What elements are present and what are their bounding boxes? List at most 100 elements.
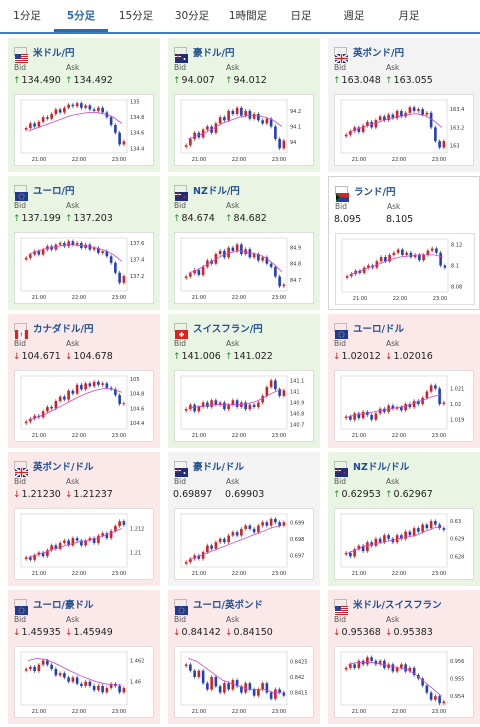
ask-label: Ask	[66, 63, 80, 72]
price-chart[interactable]: 135 134.8 134.6 134.4 21:00 22:00 23:00	[14, 94, 154, 166]
bid-label: Bid	[174, 615, 186, 624]
candle	[201, 552, 205, 559]
x-tick-label: 23:00	[272, 709, 286, 715]
pair-name-link[interactable]: ランド/円	[354, 186, 396, 198]
tab-monthly[interactable]: 月足	[398, 10, 420, 22]
ask-price: 8.105	[386, 214, 414, 225]
candle	[396, 249, 400, 253]
candle	[383, 660, 386, 668]
pair-name-link[interactable]: 豪ドル/円	[193, 47, 235, 59]
candle	[46, 117, 49, 119]
currency-card[interactable]: 米ドル/スイスフラン Bid ↓0.95368 Ask ↓0.95383 0.956 0.9…	[328, 590, 480, 724]
pair-name-link[interactable]: ユーロ/英ポンド	[193, 599, 263, 611]
tab-weekly[interactable]: 週足	[343, 10, 365, 22]
candle	[63, 540, 66, 543]
pair-name-link[interactable]: 英ポンド/円	[353, 47, 404, 59]
price-chart[interactable]: 105 104.8 104.6 104.4 21:00 22:00 23:00	[14, 370, 154, 442]
pair-name-link[interactable]: 米ドル/スイスフラン	[353, 599, 442, 611]
price-chart[interactable]: 1.462 1.46 21:00 22:00 23:00	[14, 646, 154, 718]
price-chart[interactable]: 0.63 0.629 0.628 21:00 22:00 23:00	[334, 508, 474, 580]
pair-name-link[interactable]: NZドル/ドル	[353, 461, 410, 473]
candle	[97, 535, 100, 543]
candle	[400, 110, 403, 117]
price-chart[interactable]: 1.212 1.21 21:00 22:00 23:00	[14, 508, 154, 580]
candle	[278, 522, 281, 526]
card-header: スイスフラン/円	[174, 321, 263, 339]
bid-value: 8.095	[334, 214, 361, 225]
price-chart[interactable]: 137.6 137.4 137.2 21:00 22:00 23:00	[14, 232, 154, 304]
plot-frame	[180, 513, 288, 568]
candle	[387, 664, 390, 668]
price-chart[interactable]: 94.2 94.1 94 21:00 22:00 23:00	[174, 94, 314, 166]
y-tick-label: 134.4	[130, 146, 144, 152]
price-chart[interactable]: 0.699 0.698 0.697 21:00 22:00 23:00	[174, 508, 314, 580]
x-tick-label: 22:00	[72, 571, 86, 577]
y-tick-label: 0.8425	[290, 659, 308, 665]
pair-name-link[interactable]: NZドル/円	[193, 185, 240, 197]
currency-card[interactable]: スイスフラン/円 Bid ↑141.006 Ask ↑141.022 141.1 141 14…	[168, 314, 320, 448]
card-header: ユーロ/ドル	[334, 321, 404, 339]
currency-card[interactable]: カナダドル/円 Bid ↓104.671 Ask ↓104.678 105 104.8 104…	[8, 314, 160, 448]
price-chart[interactable]: 8.12 8.1 8.08 21:00 22:00 23:00	[335, 233, 475, 305]
x-tick-label: 23:00	[112, 157, 126, 163]
pair-name-link[interactable]: ユーロ/円	[33, 185, 75, 197]
price-chart[interactable]: 141.1 141 140.9 140.8 140.7 21:00 22:00 23:00	[174, 370, 314, 442]
candle	[261, 522, 264, 526]
pair-name-link[interactable]: 英ポンド/ドル	[33, 461, 94, 473]
pair-name-link[interactable]: 米ドル/円	[33, 47, 75, 59]
tab-5min[interactable]: 5分足	[54, 0, 108, 32]
bid-price: 84.674	[181, 213, 215, 224]
candle	[71, 390, 75, 394]
candle	[370, 657, 373, 661]
tab-1hour[interactable]: 1時間足	[228, 10, 268, 22]
candle	[257, 402, 260, 407]
candle	[41, 411, 45, 418]
candle	[425, 685, 429, 693]
bid-value: ↓104.671	[13, 351, 61, 362]
bid-label: Bid	[335, 202, 347, 211]
pair-name-link[interactable]: ユーロ/ドル	[353, 323, 404, 335]
tab-30min[interactable]: 30分足	[174, 10, 210, 22]
pair-name-link[interactable]: スイスフラン/円	[193, 323, 263, 335]
candle	[370, 414, 373, 420]
pair-name-link[interactable]: ユーロ/豪ドル	[33, 599, 94, 611]
y-tick-label: 135	[130, 100, 140, 106]
currency-card[interactable]: 英ポンド/円 Bid ↑163.048 Ask ↑163.055 163.4 163.2 16…	[328, 38, 480, 172]
currency-card[interactable]: 米ドル/円 Bid ↑134.490 Ask ↑134.492 135 134.8 134.6…	[8, 38, 160, 172]
candle	[421, 109, 424, 115]
tab-daily[interactable]: 日足	[290, 10, 312, 22]
currency-card[interactable]: 英ポンド/ドル Bid ↓1.21230 Ask ↓1.21237 1.212 1.21 21…	[8, 452, 160, 586]
currency-card[interactable]: ランド/円 Bid 8.095 Ask 8.105 8.12 8.1 8.08 21:00 22:…	[328, 176, 480, 310]
candle	[189, 273, 192, 277]
pair-name-link[interactable]: カナダドル/円	[33, 323, 94, 335]
y-tick-label: 104.8	[130, 392, 144, 398]
currency-card[interactable]: ユーロ/豪ドル Bid ↓1.45935 Ask ↓1.45949 1.462 1.46 21…	[8, 590, 160, 724]
currency-card[interactable]: ユーロ/円 Bid ↑137.199 Ask ↑137.203 137.6 137.4 137…	[8, 176, 160, 310]
candle	[252, 114, 256, 119]
currency-card[interactable]: 豪ドル/ドル Bid 0.69897 Ask 0.69903 0.699 0.698 0.69…	[168, 452, 320, 586]
tab-1min[interactable]: 1分足	[13, 10, 41, 22]
candle	[218, 538, 222, 543]
candle	[218, 686, 222, 693]
candle	[206, 126, 209, 130]
currency-card[interactable]: NZドル/ドル Bid ↑0.62953 Ask ↑0.62967 0.63 0.629 0.…	[328, 452, 480, 586]
pair-name-link[interactable]: 豪ドル/ドル	[193, 461, 244, 473]
currency-card[interactable]: ユーロ/ドル Bid ↓1.02012 Ask ↓1.02016 1.021 1.02 1.0…	[328, 314, 480, 448]
candle	[421, 678, 424, 686]
currency-card[interactable]: 豪ドル/円 Bid ↑94.007 Ask ↑94.012 94.2 94.1 94 21:00…	[168, 38, 320, 172]
tab-15min[interactable]: 15分足	[118, 10, 154, 22]
candle	[88, 383, 92, 387]
currency-card[interactable]: NZドル/円 Bid ↑84.674 Ask ↑84.682 84.9 84.8 84.7 21…	[168, 176, 320, 310]
price-chart[interactable]: 84.9 84.8 84.7 21:00 22:00 23:00	[174, 232, 314, 304]
price-chart[interactable]: 0.8425 0.842 0.8415 21:00 22:00 23:00	[174, 646, 314, 718]
ask-price: 137.203	[73, 213, 113, 224]
candle	[442, 141, 446, 148]
x-tick-label: 22:00	[232, 433, 246, 439]
candle	[412, 528, 416, 536]
price-chart[interactable]: 163.4 163.2 163 21:00 22:00 23:00	[334, 94, 474, 166]
price-chart[interactable]: 1.021 1.02 1.019 21:00 22:00 23:00	[334, 370, 474, 442]
ask-value: ↓1.02016	[385, 351, 433, 362]
currency-card[interactable]: ユーロ/英ポンド Bid ↓0.84142 Ask ↓0.84150 0.8425 0.84…	[168, 590, 320, 724]
price-chart[interactable]: 0.956 0.955 0.954 21:00 22:00 23:00	[334, 646, 474, 718]
x-tick-label: 22:00	[72, 157, 86, 163]
